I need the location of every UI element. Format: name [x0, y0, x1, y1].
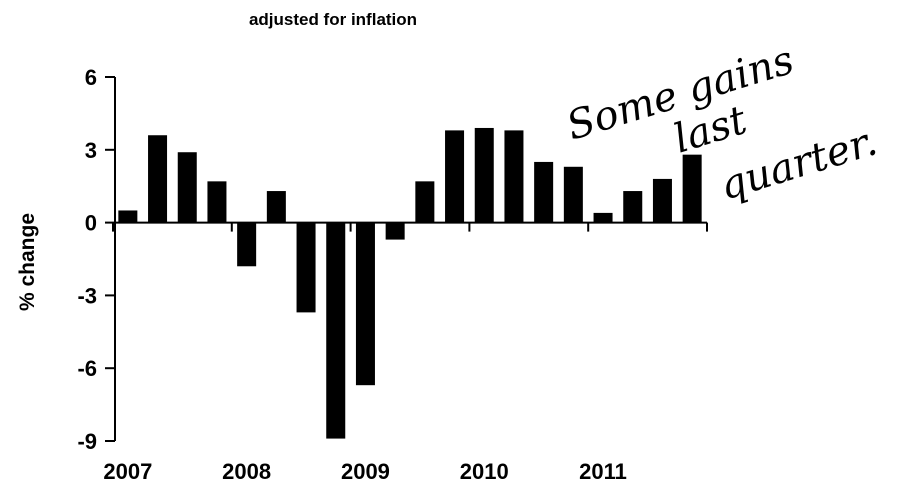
y-tick-label: 0: [85, 211, 97, 236]
chart-subtitle: adjusted for inflation: [249, 10, 417, 29]
bar: [682, 154, 702, 223]
bar: [237, 222, 257, 267]
bar: [118, 210, 138, 223]
bar: [355, 222, 375, 386]
bar: [266, 191, 286, 223]
y-tick-label: -3: [77, 283, 97, 308]
bar: [385, 222, 405, 240]
bar: [563, 166, 583, 223]
handwritten-annotation: Some gains last quarter.: [561, 37, 882, 210]
bar: [445, 130, 465, 223]
x-tick-label: 2008: [222, 459, 271, 484]
y-tick-label: -6: [77, 356, 97, 381]
bar: [415, 181, 435, 223]
x-tick-label: 2007: [103, 459, 152, 484]
bar: [652, 178, 672, 223]
bar: [534, 161, 554, 223]
x-tick-label: 2009: [341, 459, 390, 484]
bar: [296, 222, 316, 313]
x-axis: 2007 2008 2009 2010 2011: [103, 221, 708, 484]
y-axis: 6 3 0 -3 -6 -9: [77, 65, 116, 454]
bar: [504, 130, 524, 223]
bar: [474, 127, 494, 223]
x-tick-label: 2010: [460, 459, 509, 484]
y-axis-label: % change: [16, 213, 39, 311]
y-tick-label: -9: [77, 429, 97, 454]
bar: [623, 191, 643, 223]
bars: [118, 127, 702, 439]
bar: [177, 152, 197, 223]
x-tick-label: 2011: [579, 459, 627, 484]
y-tick-label: 3: [85, 138, 97, 163]
bar: [148, 135, 168, 223]
bar: [593, 212, 613, 223]
y-tick-label: 6: [85, 65, 97, 90]
bar: [207, 181, 227, 223]
bar: [326, 222, 346, 439]
